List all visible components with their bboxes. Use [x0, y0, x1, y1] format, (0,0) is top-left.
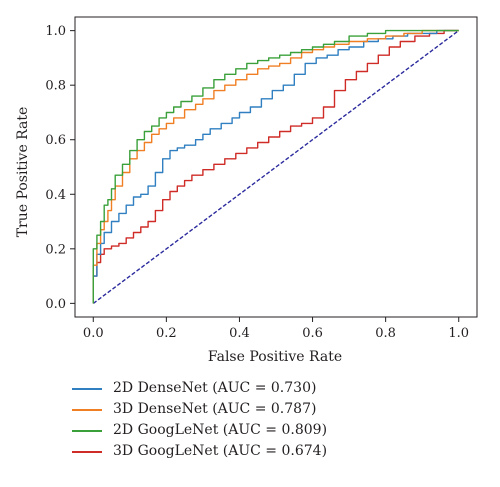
legend-label: 2D DenseNet (AUC = 0.730)	[113, 380, 317, 396]
x-tick-label: 0.6	[302, 326, 323, 341]
y-tick-label: 0.2	[45, 242, 66, 257]
legend-item-3d-googlenet: 3D GoogLeNet (AUC = 0.674)	[70, 441, 390, 462]
x-tick-label: 0.8	[375, 326, 396, 341]
plot-area: 0.0 0.2 0.4 0.6 0.8 1.0 0.0 0.2 0.4 0.6 0.8 1.0	[45, 16, 478, 341]
y-tick-label: 0.0	[45, 297, 66, 312]
legend-swatch	[72, 430, 102, 432]
legend-swatch	[72, 409, 102, 411]
y-tick-label: 0.8	[45, 79, 66, 94]
roc-line-2d-densenet	[92, 29, 459, 304]
roc-line-2d-googlenet	[92, 29, 459, 304]
legend-item-3d-densenet: 3D DenseNet (AUC = 0.787)	[70, 399, 390, 420]
legend-label: 3D GoogLeNet (AUC = 0.674)	[113, 443, 328, 459]
x-tick-label: 0.4	[229, 326, 250, 341]
x-tick-label: 1.0	[448, 326, 469, 341]
legend-swatch	[72, 451, 102, 453]
chance-diagonal-line	[92, 30, 460, 304]
legend-item-2d-googlenet: 2D GoogLeNet (AUC = 0.809)	[70, 420, 390, 441]
legend-label: 3D DenseNet (AUC = 0.787)	[113, 401, 317, 417]
x-tick-label: 0.0	[83, 326, 104, 341]
legend-swatch	[72, 388, 102, 390]
y-tick-label: 1.0	[45, 24, 66, 39]
x-axis-title: False Positive Rate	[208, 349, 342, 365]
roc-line-3d-googlenet	[92, 29, 459, 304]
roc-line-3d-densenet	[92, 29, 459, 304]
plot-frame	[74, 16, 478, 318]
y-tick-label: 0.6	[45, 133, 66, 148]
legend: 2D DenseNet (AUC = 0.730) 3D DenseNet (A…	[70, 378, 390, 462]
y-axis-title: True Positive Rate	[15, 107, 31, 238]
y-tick-label: 0.4	[45, 188, 66, 203]
x-tick-label: 0.2	[156, 326, 177, 341]
legend-label: 2D GoogLeNet (AUC = 0.809)	[113, 422, 328, 438]
legend-item-2d-densenet: 2D DenseNet (AUC = 0.730)	[70, 378, 390, 399]
roc-chart: 0.0 0.2 0.4 0.6 0.8 1.0 0.0 0.2 0.4 0.6 0.8 1.0 Fal…	[15, 16, 478, 365]
